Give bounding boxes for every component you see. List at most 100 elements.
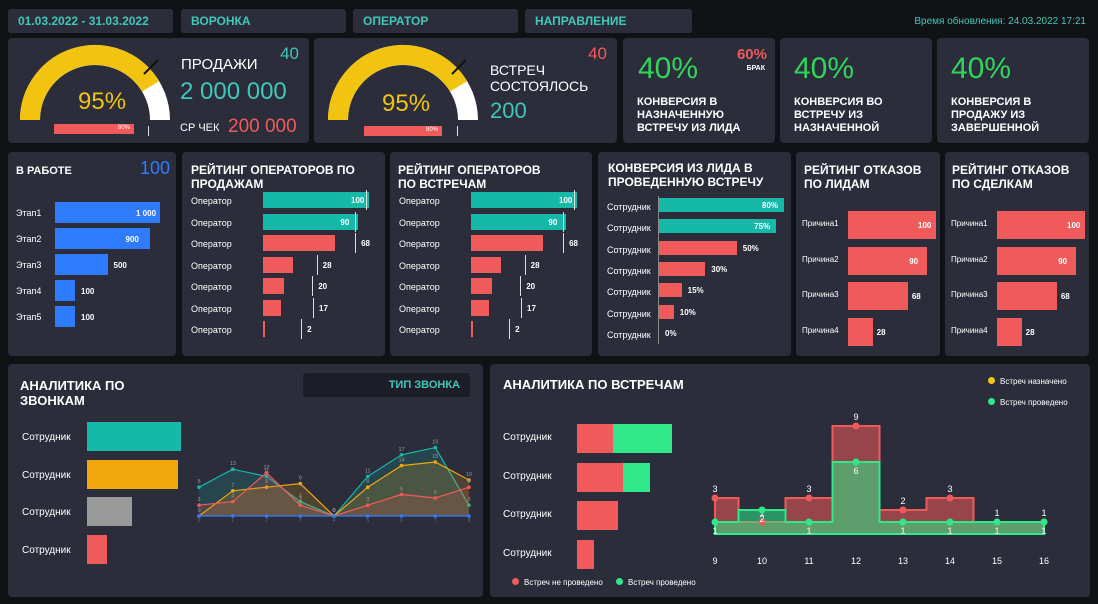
meetings-x-tick: 9 (712, 556, 717, 566)
calls-data-label: 13 (230, 461, 236, 467)
sales-progress-marker (148, 126, 149, 136)
refusals-deals-title-line2: ПО СДЕЛКАМ (952, 177, 1033, 191)
calls-title-line2: ЗВОНКАМ (20, 393, 85, 408)
stage-value: 1 000 (136, 209, 157, 218)
conversion-2-title-line2: ВСТРЕЧУ ИЗ (794, 109, 864, 121)
meetings-rating-marker (524, 254, 526, 275)
direction-filter-label: НАПРАВЛЕНИЕ (535, 14, 627, 28)
date-range-text: 01.03.2022 - 31.03.2022 (18, 14, 149, 28)
stage-bar (55, 254, 108, 275)
calls-point (264, 485, 269, 489)
kpi-sales-card: 95% 80% ПРОДАЖИ 40 2 000 000 СР ЧЕК 200 … (8, 38, 309, 143)
meetings-rating-bar (471, 213, 567, 230)
meetings-point (946, 494, 954, 502)
stage-label: Этап2 (16, 234, 42, 244)
meetings-rating-label: Оператор (399, 217, 440, 228)
calls-x-tick: 6 (400, 518, 403, 524)
meetings-point (805, 494, 813, 502)
kpi-meetings-card: 95% 80% ВСТРЕЧ СОСТОЯЛОСЬ 40 200 (314, 38, 617, 143)
conversion-card-2: 40% КОНВЕРСИЯ ВО ВСТРЕЧУ ИЗ НАЗНАЧЕННОЙ (780, 38, 932, 143)
refusals-leads-bar (848, 246, 928, 275)
calls-title-line1: АНАЛИТИКА ПО (20, 378, 125, 393)
calls-data-label: 19 (432, 440, 438, 446)
sales-rating-value: 100 (351, 196, 365, 205)
lead-conversion-bar (658, 240, 737, 255)
meetings-point (852, 458, 860, 466)
refusals-leads-label: Причина2 (802, 254, 839, 264)
lead-conversion-value: 80% (762, 201, 779, 210)
calls-x-tick: 0 (198, 518, 201, 524)
lead-conversion-label: Сотрудник (607, 265, 651, 276)
stage-label: Этап4 (16, 286, 42, 296)
sales-rating-marker (316, 254, 318, 275)
refusals-leads-value: 90 (909, 256, 919, 266)
meetings-data-label: 9 (853, 412, 858, 422)
sales-rating-value: 20 (318, 282, 328, 291)
meetings-rating-bar (471, 256, 501, 273)
calls-data-label: 3 (299, 497, 302, 503)
stage-value: 100 (81, 313, 95, 322)
sales-rating-label: Оператор (191, 303, 232, 314)
calls-point (298, 481, 303, 486)
meetings-data-label: 1 (900, 526, 905, 536)
sales-rating-bar (263, 278, 285, 294)
meetings-data-label: 1 (712, 526, 717, 536)
meetings-rating-label: Оператор (399, 196, 440, 206)
meetings-point (899, 518, 907, 526)
meetings-rating-value: 90 (548, 217, 558, 227)
calls-x-tick: 3 (299, 518, 302, 524)
refusals-leads-bar (848, 282, 908, 310)
calls-point (433, 514, 438, 518)
call-type-label: ТИП ЗВОНКА (388, 379, 460, 391)
lead-conversion-label: Сотрудник (607, 308, 651, 319)
conversion-3-title: КОНВЕРСИЯ В ПРОДАЖУ ИЗ ЗАВЕРШЕННОЙ (951, 96, 1039, 135)
calls-point (467, 503, 471, 507)
lead-conversion-bar (658, 261, 706, 276)
meetings-x-tick: 16 (1039, 556, 1049, 566)
date-range-filter[interactable]: 01.03.2022 - 31.03.2022 (8, 9, 173, 33)
meetings-rating-label: Оператор (399, 325, 440, 335)
direction-filter[interactable]: НАПРАВЛЕНИЕ (525, 9, 692, 33)
sales-rating-label: Оператор (191, 325, 232, 335)
calls-point (399, 463, 404, 468)
calls-point (230, 514, 235, 518)
meetings-progress-label: 80% (425, 127, 438, 133)
stage-bar (55, 202, 160, 223)
avg-check-label: СР ЧЕК (180, 122, 220, 134)
refusals-leads-title: РЕЙТИНГ ОТКАЗОВ ПО ЛИДАМ (804, 163, 921, 191)
calls-series-area (199, 472, 469, 516)
conversion-1-title-line3: ВСТРЕЧУ ИЗ ЛИДА (637, 122, 741, 134)
legend-top-2-label: Встреч проведено (1000, 398, 1068, 407)
meetings-rating-marker (563, 211, 565, 232)
meetings-rating-value: 28 (530, 260, 540, 270)
meetings-x-tick: 15 (992, 556, 1002, 566)
call-type-filter[interactable]: ТИП ЗВОНКА (303, 373, 470, 397)
stage-label: Этап3 (16, 260, 42, 270)
legend-dot-yellow (988, 377, 995, 384)
funnel-filter-label: ВОРОНКА (191, 14, 251, 28)
calls-data-label: 0 (332, 508, 335, 514)
meetings-progress-marker (457, 126, 458, 136)
sales-rating-bar (263, 256, 293, 273)
calls-employee-bar (87, 459, 179, 489)
stage-bar (55, 228, 150, 249)
stage-label: Этап5 (16, 312, 42, 322)
meetings-area-chart: 3139231112161111910111213141516 (711, 412, 1049, 566)
calls-point (230, 499, 235, 504)
conversion-2-title-line1: КОНВЕРСИЯ ВО (794, 96, 883, 108)
funnel-filter[interactable]: ВОРОНКА (181, 9, 346, 33)
meetings-point (805, 518, 813, 526)
calls-point (399, 453, 404, 457)
meetings-rating-label: Оператор (399, 282, 440, 292)
sales-rating-label: Оператор (191, 282, 232, 292)
sales-rating-bar (263, 299, 282, 316)
calls-employee-bar (87, 534, 107, 564)
refusals-deals-value: 28 (1025, 327, 1035, 337)
operator-filter[interactable]: ОПЕРАТОР (353, 9, 518, 33)
legend-bottom-1: Встреч не проведено (512, 578, 603, 587)
refusals-leads-label: Причина1 (802, 219, 839, 228)
lead-conversion-value: 15% (687, 286, 704, 296)
meetings-rating-bar (471, 235, 544, 251)
meetings-bar-held (623, 462, 650, 492)
